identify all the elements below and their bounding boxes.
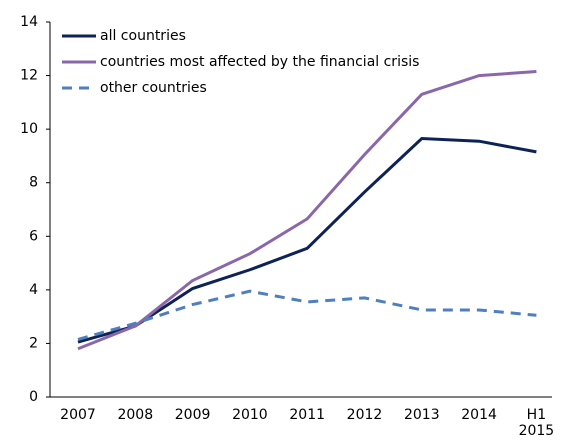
y-tick-label: 10 (20, 121, 38, 137)
legend-label: all countries (100, 28, 186, 44)
y-tick-label: 14 (20, 14, 38, 30)
series-line (77, 70, 537, 351)
x-tick-label: 2011 (289, 407, 325, 423)
legend-label: countries most affected by the financial… (100, 54, 419, 70)
x-tick-label: 2013 (404, 407, 440, 423)
x-tick-label: H1 2015 (519, 407, 555, 439)
y-tick-label: 4 (29, 282, 38, 298)
series-line (77, 289, 537, 341)
x-tick-label: 2012 (347, 407, 383, 423)
legend-label: other countries (100, 80, 207, 96)
x-tick-label: 2010 (232, 407, 268, 423)
y-tick-label: 6 (29, 228, 38, 244)
y-tick-label: 12 (20, 68, 38, 84)
y-tick-label: 0 (29, 389, 38, 405)
x-tick-label: 2009 (175, 407, 211, 423)
y-tick-label: 8 (29, 175, 38, 191)
x-tick-label: 2014 (461, 407, 497, 423)
x-tick-label: 2007 (60, 407, 96, 423)
series-line (77, 136, 537, 344)
y-tick-label: 2 (29, 335, 38, 351)
x-tick-label: 2008 (117, 407, 153, 423)
